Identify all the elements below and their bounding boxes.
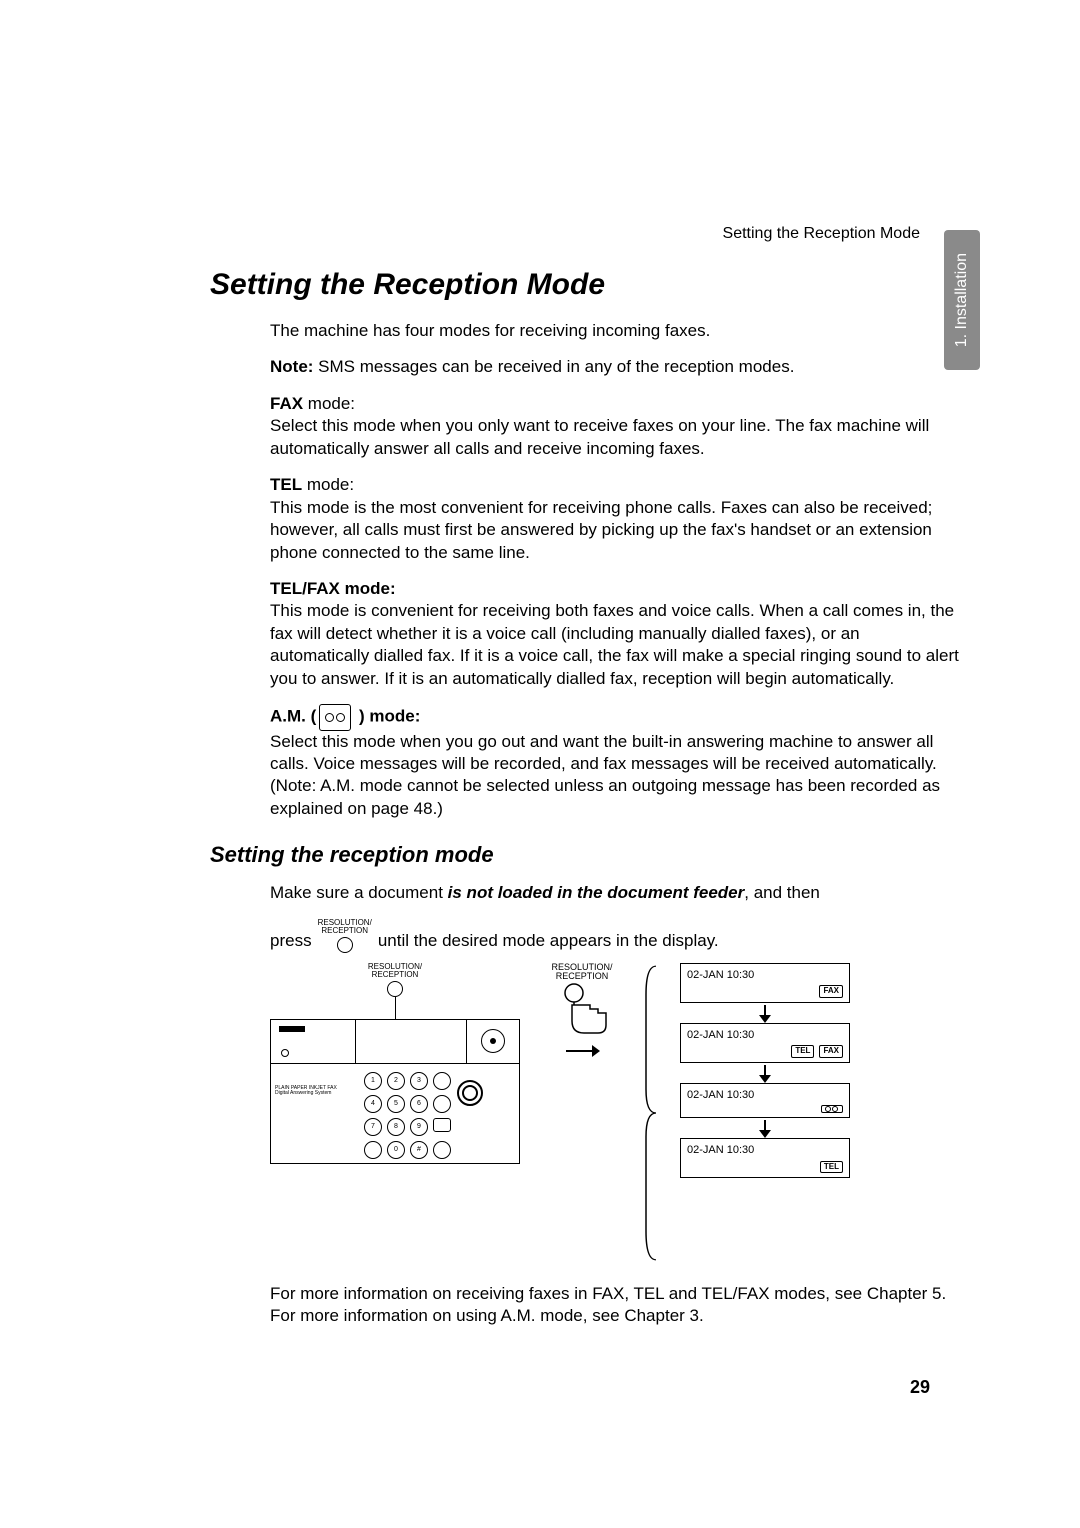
hand-press-icon: [554, 981, 610, 1041]
connector-line: [395, 997, 396, 1019]
note-text: SMS messages can be received in any of t…: [313, 357, 794, 376]
timestamp: 02-JAN 10:30: [687, 1088, 843, 1103]
page-number: 29: [910, 1377, 930, 1398]
side-tab: 1. Installation: [944, 230, 980, 370]
key-extra: [433, 1141, 451, 1159]
telfax-mode-body: This mode is convenient for receiving bo…: [270, 601, 959, 687]
arrow-down-icon: [756, 1003, 774, 1023]
diagram: RESOLUTION/ RECEPTION PLAIN PAPER IN: [270, 963, 960, 1263]
nav-pad-icon: [457, 1080, 483, 1106]
rr-top-2: RECEPTION: [372, 971, 419, 979]
rr-label-2: RECEPTION: [321, 927, 368, 935]
key-2: 2: [387, 1072, 405, 1090]
key-6: 6: [410, 1095, 428, 1113]
tel-mode-head: TEL: [270, 475, 302, 494]
key-1: 1: [364, 1072, 382, 1090]
machine-label-2: Digital Answering System: [275, 1091, 352, 1097]
timestamp: 02-JAN 10:30: [687, 1028, 843, 1043]
am-mode-prefix: A.M. (: [270, 707, 316, 726]
tape-badge: [821, 1105, 843, 1113]
key-9: 9: [410, 1118, 428, 1136]
display-modes-column: 02-JAN 10:30 FAX 02-JAN 10:30 TEL FAX 02-…: [680, 963, 850, 1179]
telfax-mode-block: TEL/FAX mode: This mode is convenient fo…: [270, 578, 960, 690]
timestamp: 02-JAN 10:30: [687, 968, 843, 983]
key-hash: #: [410, 1141, 428, 1159]
fax-mode-body: Select this mode when you only want to r…: [270, 416, 929, 457]
fax-top-row: [271, 1020, 519, 1064]
keypad: 1 2 3 4 5 6 7 8 9: [356, 1064, 519, 1169]
tel-mode-body: This mode is the most convenient for rec…: [270, 498, 932, 562]
fax-label-panel: PLAIN PAPER INKJET FAX Digital Answering…: [271, 1064, 356, 1169]
hand-column: RESOLUTION/ RECEPTION: [542, 963, 622, 1061]
mode-tel: 02-JAN 10:30 TEL: [680, 1138, 850, 1178]
key-blank: [433, 1095, 451, 1113]
mode-tel-fax: 02-JAN 10:30 TEL FAX: [680, 1023, 850, 1063]
fax-machine-illustration: PLAIN PAPER INKJET FAX Digital Answering…: [270, 1019, 520, 1164]
tape-icon: [319, 704, 351, 730]
make-sure-2: , and then: [744, 883, 820, 902]
section-subhead: Setting the reception mode: [210, 842, 960, 868]
make-sure-1: Make sure a document: [270, 883, 448, 902]
tel-badge: TEL: [820, 1161, 843, 1174]
resolution-reception-button-top: RESOLUTION/ RECEPTION: [368, 963, 422, 997]
make-sure-line: Make sure a document is not loaded in th…: [270, 882, 960, 904]
mode-fax: 02-JAN 10:30 FAX: [680, 963, 850, 1003]
fax-machine-column: RESOLUTION/ RECEPTION PLAIN PAPER IN: [270, 963, 520, 1164]
fax-dial-area: [467, 1020, 519, 1063]
fax-mode-head: FAX: [270, 394, 303, 413]
bracket-icon: [644, 963, 658, 1263]
press-1: press: [270, 930, 312, 952]
key-0: 0: [387, 1141, 405, 1159]
key-8: 8: [387, 1118, 405, 1136]
tel-mode-suffix: mode:: [302, 475, 354, 494]
body-text: The machine has four modes for receiving…: [270, 320, 960, 820]
rr-hand-2: RECEPTION: [556, 972, 609, 981]
key-blank: [433, 1072, 451, 1090]
dial-icon: [481, 1029, 505, 1053]
arrow-right-icon: [564, 1041, 600, 1061]
key-star: [364, 1141, 382, 1159]
key-5: 5: [387, 1095, 405, 1113]
am-mode-block: A.M. ( ) mode: Select this mode when you…: [270, 704, 960, 820]
page-title: Setting the Reception Mode: [210, 268, 960, 302]
press-line: press RESOLUTION/ RECEPTION until the de…: [270, 919, 960, 953]
running-head: Setting the Reception Mode: [723, 225, 920, 243]
arrow-down-icon: [756, 1118, 774, 1138]
fax-bottom-row: PLAIN PAPER INKJET FAX Digital Answering…: [271, 1064, 519, 1169]
above-fax-connector: RESOLUTION/ RECEPTION: [270, 963, 520, 1019]
am-mode-suffix: ) mode:: [354, 707, 420, 726]
fax-badge: FAX: [819, 1045, 843, 1058]
fax-display-area: [356, 1020, 467, 1063]
side-tab-label: 1. Installation: [953, 253, 971, 347]
mode-am: 02-JAN 10:30: [680, 1083, 850, 1119]
tel-badge: TEL: [791, 1045, 814, 1058]
am-mode-body: Select this mode when you go out and wan…: [270, 732, 940, 818]
key-4: 4: [364, 1095, 382, 1113]
footer-text: For more information on receiving faxes …: [270, 1283, 960, 1328]
key-3: 3: [410, 1072, 428, 1090]
intro-text: The machine has four modes for receiving…: [270, 320, 960, 342]
key-7: 7: [364, 1118, 382, 1136]
tel-mode-block: TEL mode: This mode is the most convenie…: [270, 474, 960, 564]
instruction-block: Make sure a document is not loaded in th…: [270, 882, 960, 1327]
press-2: until the desired mode appears in the di…: [378, 930, 719, 952]
button-circle-icon: [337, 937, 353, 953]
page: 1. Installation Setting the Reception Mo…: [0, 0, 1080, 1528]
make-sure-em: is not loaded in the document feeder: [448, 883, 745, 902]
key-rect: [433, 1118, 451, 1132]
note-label: Note:: [270, 357, 313, 376]
arrow-down-icon: [756, 1063, 774, 1083]
fax-mode-block: FAX mode: Select this mode when you only…: [270, 393, 960, 460]
telfax-mode-head: TEL/FAX mode:: [270, 579, 396, 598]
fax-mode-suffix: mode:: [303, 394, 355, 413]
button-circle-icon: [387, 981, 403, 997]
note-line: Note: SMS messages can be received in an…: [270, 356, 960, 378]
fax-top-left: [271, 1020, 356, 1063]
resolution-reception-button-inline: RESOLUTION/ RECEPTION: [318, 919, 372, 953]
timestamp: 02-JAN 10:30: [687, 1143, 843, 1158]
fax-badge: FAX: [819, 985, 843, 998]
